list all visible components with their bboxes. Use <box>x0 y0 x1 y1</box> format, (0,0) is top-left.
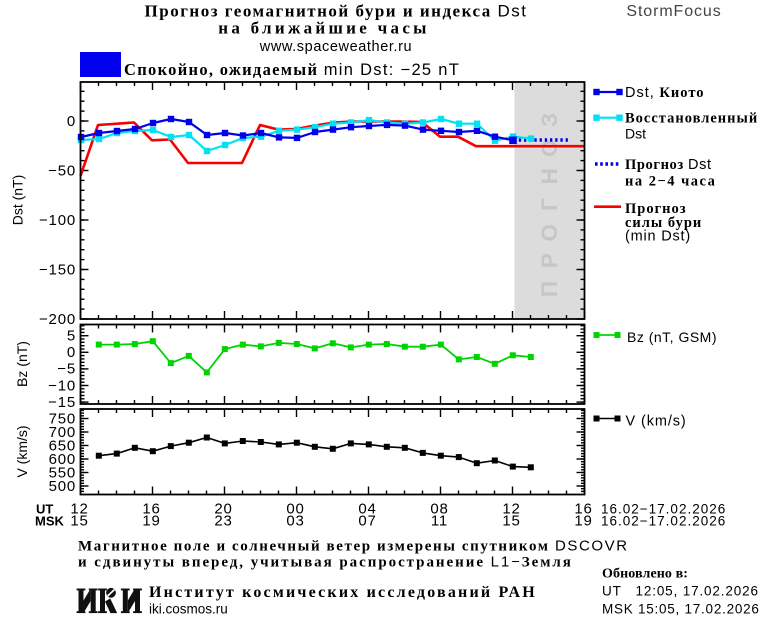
svg-text:−200: −200 <box>39 311 76 328</box>
svg-text:−50: −50 <box>48 162 76 179</box>
svg-text:−100: −100 <box>39 212 76 229</box>
svg-text:5: 5 <box>67 328 76 345</box>
svg-text:StormFocus: StormFocus <box>626 3 721 20</box>
svg-text:16.02−17.02.2026: 16.02−17.02.2026 <box>601 502 726 517</box>
svg-text:iki.cosmos.ru: iki.cosmos.ru <box>149 602 228 617</box>
svg-text:600: 600 <box>49 451 76 468</box>
svg-text:500: 500 <box>49 478 76 495</box>
svg-text:О: О <box>537 224 562 242</box>
svg-text:16: 16 <box>142 501 160 518</box>
svg-text:www.spaceweather.ru: www.spaceweather.ru <box>259 39 412 55</box>
svg-text:UT 12:05, 17.02.2026: UT 12:05, 17.02.2026 <box>602 584 759 599</box>
svg-text:−15: −15 <box>48 394 76 411</box>
svg-text:12: 12 <box>502 501 520 518</box>
svg-text:750: 750 <box>49 410 76 427</box>
svg-text:Восстановленный: Восстановленный <box>625 111 758 127</box>
svg-text:V (km/s): V (km/s) <box>14 425 30 477</box>
svg-text:16: 16 <box>574 501 592 518</box>
svg-text:Спокойно, ожидаемый min Dst: −: Спокойно, ожидаемый min Dst: −25 nT <box>124 60 460 79</box>
svg-text:MSK: MSK <box>35 514 65 529</box>
svg-text:Институт космических исследова: Институт космических исследований РАН <box>149 584 537 601</box>
svg-text:−10: −10 <box>48 377 76 394</box>
svg-text:19: 19 <box>142 513 160 530</box>
svg-text:V (km/s): V (km/s) <box>626 413 687 429</box>
svg-text:0: 0 <box>67 113 76 130</box>
svg-text:силы бури: силы бури <box>625 215 702 231</box>
svg-text:16.02−17.02.2026: 16.02−17.02.2026 <box>601 514 726 529</box>
svg-text:Магнитное поле и солнечный вет: Магнитное поле и солнечный ветер измерен… <box>78 538 629 555</box>
svg-text:на ближайшие часы: на ближайшие часы <box>218 19 430 38</box>
svg-text:О: О <box>537 139 562 157</box>
svg-text:12: 12 <box>70 501 88 518</box>
svg-text:Н: Н <box>537 168 562 184</box>
svg-text:Bz (nT): Bz (nT) <box>14 341 30 387</box>
svg-text:З: З <box>537 113 562 127</box>
svg-text:08: 08 <box>430 501 448 518</box>
svg-text:UT: UT <box>36 502 53 517</box>
svg-text:11: 11 <box>431 513 448 530</box>
svg-text:0: 0 <box>67 344 76 361</box>
svg-text:Dst, Киото: Dst, Киото <box>625 85 705 101</box>
svg-text:Р: Р <box>537 253 562 268</box>
svg-text:−150: −150 <box>39 261 76 278</box>
svg-text:15: 15 <box>502 513 520 530</box>
svg-text:−5: −5 <box>57 361 76 378</box>
svg-text:(min Dst): (min Dst) <box>625 228 691 244</box>
svg-text:04: 04 <box>358 501 376 518</box>
svg-text:Обновлено в:: Обновлено в: <box>602 567 688 582</box>
svg-text:Прогноз геомагнитной бури и ин: Прогноз геомагнитной бури и индекса Dst <box>145 2 528 21</box>
svg-text:MSK 15:05, 17.02.2026: MSK 15:05, 17.02.2026 <box>602 602 760 617</box>
svg-text:550: 550 <box>49 464 76 481</box>
svg-text:и сдвинуты вперед, учитывая ра: и сдвинуты вперед, учитывая распростране… <box>78 554 573 571</box>
svg-text:Dst: Dst <box>625 126 646 142</box>
svg-text:00: 00 <box>286 501 304 518</box>
svg-text:Bz (nT, GSM): Bz (nT, GSM) <box>627 329 717 345</box>
svg-text:Dst (nT): Dst (nT) <box>10 175 26 226</box>
svg-text:15: 15 <box>70 513 88 530</box>
svg-text:Г: Г <box>537 198 562 211</box>
svg-text:23: 23 <box>214 513 232 530</box>
svg-text:Прогноз: Прогноз <box>625 201 687 217</box>
svg-text:700: 700 <box>49 424 76 441</box>
svg-text:на 2−4 часа: на 2−4 часа <box>625 174 716 190</box>
svg-text:07: 07 <box>358 513 376 530</box>
svg-text:03: 03 <box>286 513 304 530</box>
svg-text:650: 650 <box>49 437 76 454</box>
svg-text:Прогноз Dst: Прогноз Dst <box>625 157 712 173</box>
svg-text:П: П <box>537 281 562 297</box>
svg-text:19: 19 <box>574 513 592 530</box>
svg-text:20: 20 <box>214 501 232 518</box>
